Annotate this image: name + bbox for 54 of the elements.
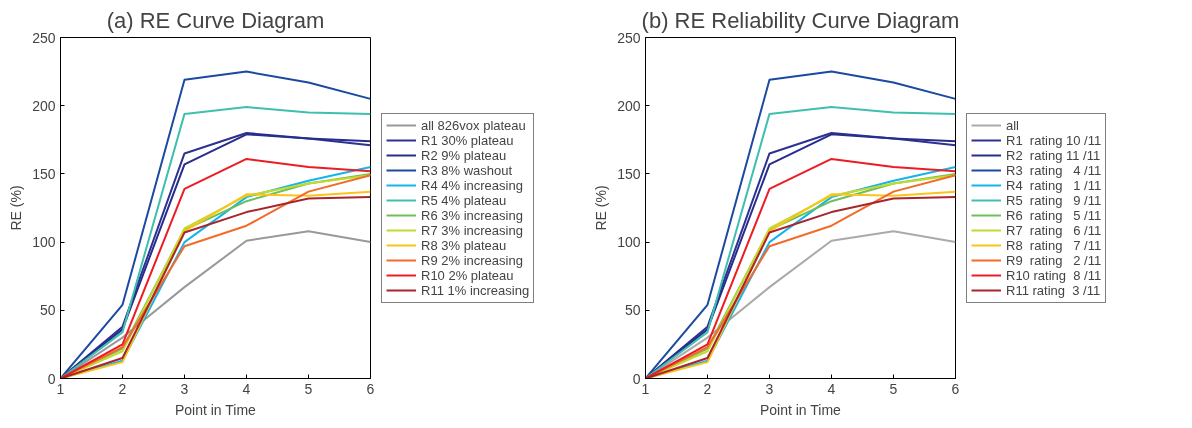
legend-label: R9 rating 2 /11 — [1006, 252, 1102, 268]
x-axis-title: Point in Time — [759, 401, 842, 418]
y-axis-title: RE (%) — [593, 185, 610, 231]
legend-label: R2 9% plateau — [421, 147, 507, 163]
y-axis-title: RE (%) — [8, 185, 25, 231]
legend-label: R7 3% increasing — [421, 222, 523, 238]
x-tick-label: 1 — [641, 380, 650, 397]
y-tick-label: 0 — [632, 370, 641, 387]
legend-label: all 826vox plateau — [421, 117, 526, 133]
legend-label: all — [1006, 117, 1020, 133]
y-tick-label: 100 — [32, 234, 56, 251]
y-tick-label: 50 — [624, 302, 641, 319]
y-tick-label: 150 — [617, 165, 641, 182]
y-tick-label: 0 — [47, 370, 56, 387]
legend-label: R6 3% increasing — [421, 207, 523, 223]
x-tick-label: 2 — [703, 380, 712, 397]
x-tick-label: 4 — [827, 380, 836, 397]
legend-label: R5 rating 9 /11 — [1006, 192, 1102, 208]
y-tick-label: 150 — [32, 165, 56, 182]
chart-title: (b) RE Reliability Curve Diagram — [641, 7, 960, 33]
legend-label: R10 2% plateau — [421, 267, 514, 283]
legend-label: R3 rating 4 /11 — [1006, 162, 1102, 178]
x-tick-label: 3 — [765, 380, 774, 397]
x-tick-label: 5 — [304, 380, 313, 397]
y-tick-label: 100 — [617, 234, 641, 251]
y-tick-label: 250 — [617, 29, 641, 46]
chart-title: (a) RE Curve Diagram — [106, 7, 325, 33]
x-tick-label: 2 — [118, 380, 127, 397]
legend-label: R4 4% increasing — [421, 177, 523, 193]
legend-label: R9 2% increasing — [421, 252, 523, 268]
legend-label: R1 rating 10 /11 — [1006, 132, 1102, 148]
y-tick-label: 200 — [32, 97, 56, 114]
x-tick-label: 1 — [56, 380, 65, 397]
legend-label: R10 rating 8 /11 — [1006, 267, 1102, 283]
legend-label: R6 rating 5 /11 — [1006, 207, 1102, 223]
x-tick-label: 6 — [366, 380, 375, 397]
legend-label: R1 30% plateau — [421, 132, 514, 148]
legend-label: R8 3% plateau — [421, 237, 507, 253]
legend-label: R3 8% washout — [421, 162, 513, 178]
y-tick-label: 50 — [39, 302, 56, 319]
x-tick-label: 3 — [180, 380, 189, 397]
x-axis-title: Point in Time — [174, 401, 257, 418]
legend-label: R11 rating 3 /11 — [1006, 282, 1101, 298]
legend-label: R11 1% increasing — [421, 282, 530, 298]
y-tick-label: 250 — [32, 29, 56, 46]
legend-label: R2 rating 11 /11 — [1006, 147, 1101, 163]
legend-label: R7 rating 6 /11 — [1006, 222, 1102, 238]
legend-label: R4 rating 1 /11 — [1006, 177, 1102, 193]
x-tick-label: 4 — [242, 380, 251, 397]
legend-label: R8 rating 7 /11 — [1006, 237, 1102, 253]
y-tick-label: 200 — [617, 97, 641, 114]
x-tick-label: 5 — [889, 380, 898, 397]
legend-label: R5 4% plateau — [421, 192, 507, 208]
x-tick-label: 6 — [951, 380, 960, 397]
